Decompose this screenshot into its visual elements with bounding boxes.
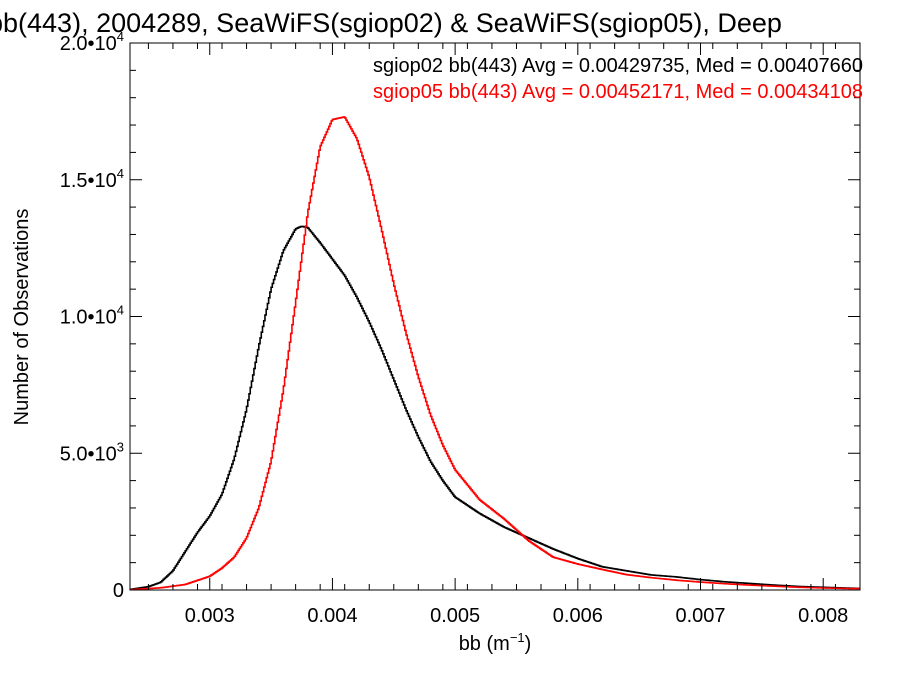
y-tick-label: 0 [113,580,124,602]
x-tick-label: 0.008 [798,605,848,627]
x-axis-label-close: ) [525,633,532,655]
annotation-sgiop05-stats: sgiop05 bb(443) Avg = 0.00452171, Med = … [373,81,863,103]
chart-title: bb(443), 2004289, SeaWiFS(sgiop02) & Sea… [0,8,782,38]
x-axis-label: bb (m−1) [459,630,532,655]
x-tick-label: 0.003 [185,605,235,627]
annotation-sgiop02-stats: sgiop02 bb(443) Avg = 0.00429735, Med = … [373,55,863,77]
y-axis-label: Number of Observations [11,209,33,426]
y-tick-label: 2.0•104 [60,29,124,55]
y-tick-label: 1.0•104 [60,303,124,329]
x-axis-label-main: bb (m [459,633,510,655]
x-tick-label: 0.006 [553,605,603,627]
x-tick-label: 0.005 [430,605,480,627]
plot-frame [129,42,861,591]
x-tick-label: 0.007 [675,605,725,627]
series-layer [130,116,860,591]
series-line-1 [130,225,860,591]
series-line-2 [130,116,860,591]
y-tick-label: 5.0•103 [60,439,124,465]
axis-layer: 0.003 0.004 0.005 0.006 0.007 0.008 0 5.0•103 1.… [60,29,861,627]
y-tick-label: 1.5•104 [60,166,124,192]
x-tick-label: 0.004 [307,605,357,627]
x-axis-label-exponent: −1 [510,630,525,645]
